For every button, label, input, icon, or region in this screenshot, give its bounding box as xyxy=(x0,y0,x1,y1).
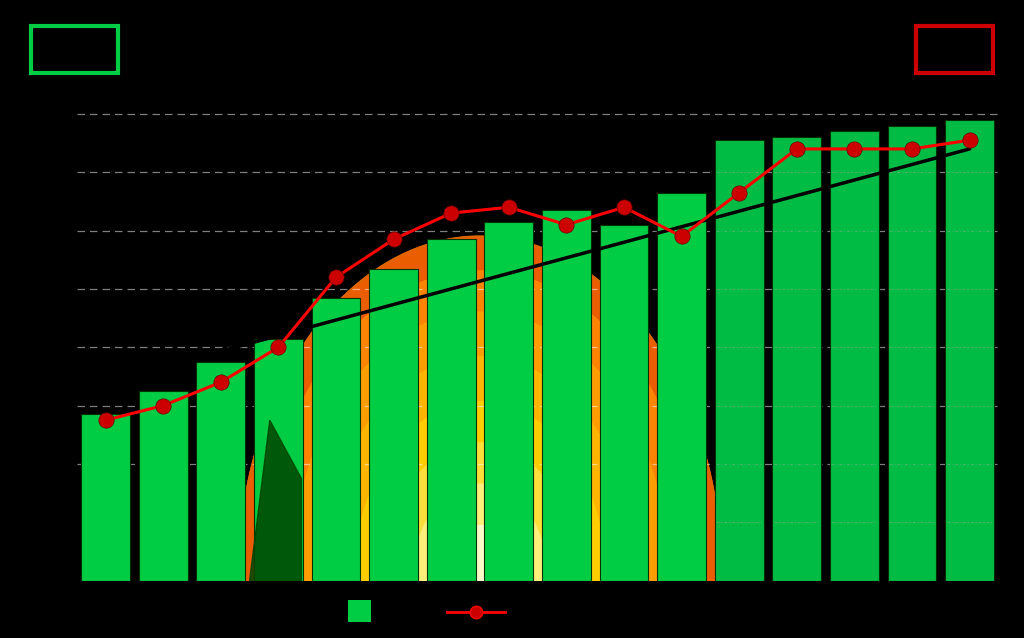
Bar xyxy=(138,391,187,581)
Bar xyxy=(542,210,591,581)
Bar xyxy=(369,269,418,581)
Polygon shape xyxy=(250,420,301,581)
Polygon shape xyxy=(441,526,519,581)
Bar xyxy=(254,339,303,581)
Bar xyxy=(197,362,246,581)
Bar xyxy=(945,120,994,581)
Polygon shape xyxy=(291,312,669,581)
Polygon shape xyxy=(262,271,697,581)
Bar xyxy=(888,126,937,581)
Polygon shape xyxy=(383,443,577,581)
Bar xyxy=(772,137,821,581)
Bar xyxy=(311,298,360,581)
Polygon shape xyxy=(238,237,722,581)
Bar xyxy=(427,239,476,581)
Bar xyxy=(484,222,534,581)
Bar xyxy=(81,414,130,581)
Bar xyxy=(599,225,648,581)
Bar xyxy=(657,193,707,581)
Polygon shape xyxy=(323,357,637,581)
Bar xyxy=(715,140,764,581)
Polygon shape xyxy=(413,484,548,581)
Polygon shape xyxy=(354,402,606,581)
Bar xyxy=(829,131,879,581)
